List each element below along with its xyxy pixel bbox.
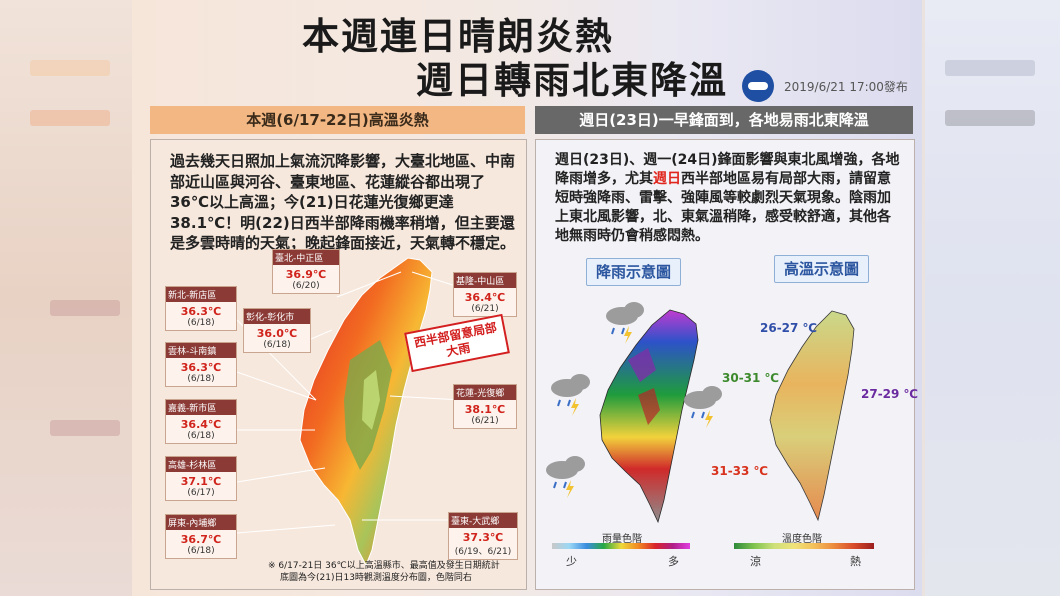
station-temp: 37.1℃ bbox=[180, 475, 222, 488]
right-body-pre: 週日(23日)、週一(24日)鋒面影響與東北風增強，各地降雨增多，尤其 bbox=[555, 152, 900, 187]
station-date: (6/19、6/21) bbox=[454, 547, 512, 557]
temp-legend-low: 涼 bbox=[750, 555, 761, 568]
station-date: (6/20) bbox=[292, 281, 320, 291]
station-card: 彰化-彰化市 36.0℃ (6/18) bbox=[243, 308, 311, 353]
station-card: 嘉義-新市區 36.4℃ (6/18) bbox=[165, 399, 237, 444]
station-card: 臺東-大武鄉 37.3℃ (6/19、6/21) bbox=[448, 512, 518, 560]
station-card: 屏東-內埔鄉 36.7℃ (6/18) bbox=[165, 514, 237, 559]
station-temp: 36.0℃ bbox=[256, 327, 298, 340]
station-name: 新北-新店區 bbox=[166, 287, 236, 302]
rain-legend-low: 少 bbox=[566, 555, 577, 568]
right-section-header: 週日(23日)一早鋒面到，各地易雨北東降溫 bbox=[535, 106, 913, 134]
right-panel bbox=[535, 139, 915, 590]
rain-legend-high: 多 bbox=[668, 555, 679, 568]
heat-map-taiwan bbox=[299, 257, 433, 567]
station-card: 雲林-斗南鎮 36.3℃ (6/18) bbox=[165, 342, 237, 387]
right-body-text: 週日(23日)、週一(24日)鋒面影響與東北風增強，各地降雨增多，尤其週日西半部… bbox=[555, 151, 900, 246]
poster-title-line2: 週日轉雨北東降溫 bbox=[416, 59, 728, 102]
station-temp: 36.9℃ bbox=[285, 268, 327, 281]
station-card: 基隆-中山區 36.4℃ (6/21) bbox=[453, 272, 517, 317]
footnote-line1: ※ 6/17-21日 36℃以上高溫縣市、最高值及發生日期統計 bbox=[268, 561, 500, 571]
station-temp: 36.3℃ bbox=[180, 361, 222, 374]
right-body-post: 西半部地區易有局部大雨，請留意短時強降雨、雷擊、強陣風等較劇烈天氣現象。陰雨加上… bbox=[555, 171, 891, 244]
station-temp: 36.4℃ bbox=[464, 291, 506, 304]
issue-date: 2019/6/21 17:00發布 bbox=[784, 80, 908, 94]
station-date: (6/21) bbox=[471, 304, 499, 314]
station-date: (6/17) bbox=[187, 488, 215, 498]
temp-label-west: 30-31 ℃ bbox=[722, 371, 780, 385]
temp-label-north: 26-27 ℃ bbox=[760, 321, 818, 335]
station-name: 臺北-中正區 bbox=[273, 250, 339, 265]
right-body-highlight: 週日 bbox=[653, 171, 681, 187]
station-temp: 38.1℃ bbox=[464, 403, 506, 416]
poster-title-line1: 本週連日晴朗炎熱 bbox=[302, 15, 614, 58]
station-card: 花蓮-光復鄉 38.1℃ (6/21) bbox=[453, 384, 517, 429]
station-card: 高雄-杉林區 37.1℃ (6/17) bbox=[165, 456, 237, 501]
station-date: (6/18) bbox=[187, 546, 215, 556]
station-name: 臺東-大武鄉 bbox=[449, 513, 517, 528]
station-date: (6/18) bbox=[187, 374, 215, 384]
station-temp: 36.3℃ bbox=[180, 305, 222, 318]
station-temp: 37.3℃ bbox=[462, 531, 504, 544]
temp-map-title: 高溫示意圖 bbox=[774, 255, 870, 283]
station-name: 高雄-杉林區 bbox=[166, 457, 236, 472]
rain-map-taiwan bbox=[599, 309, 699, 524]
temp-legend-bar bbox=[734, 543, 874, 549]
temp-legend-high: 熱 bbox=[850, 555, 861, 568]
temp-legend-title: 溫度色階 bbox=[782, 534, 822, 545]
background-blur-left bbox=[0, 0, 135, 596]
station-temp: 36.7℃ bbox=[180, 533, 222, 546]
station-card: 臺北-中正區 36.9℃ (6/20) bbox=[272, 249, 340, 294]
station-temp: 36.4℃ bbox=[180, 418, 222, 431]
temp-label-south: 31-33 ℃ bbox=[711, 464, 769, 478]
cwb-logo-icon bbox=[742, 70, 774, 102]
left-section-header: 本週(6/17-22日)高溫炎熱 bbox=[150, 106, 525, 134]
station-date: (6/21) bbox=[471, 416, 499, 426]
station-name: 彰化-彰化市 bbox=[244, 309, 310, 324]
station-name: 嘉義-新市區 bbox=[166, 400, 236, 415]
rain-legend-title: 雨量色階 bbox=[602, 534, 642, 545]
footnote-line2: 底圖為今(21)日13時觀測溫度分布圖，色階同右 bbox=[280, 573, 472, 583]
footnote: ※ 6/17-21日 36℃以上高溫縣市、最高值及發生日期統計底圖為今(21)日… bbox=[268, 560, 500, 584]
temp-map-taiwan bbox=[769, 310, 855, 522]
left-body-text: 過去幾天日照加上氣流沉降影響，大臺北地區、中南部近山區與河谷、臺東地區、花蓮縱谷… bbox=[170, 152, 516, 252]
station-name: 雲林-斗南鎮 bbox=[166, 343, 236, 358]
rain-legend-bar bbox=[552, 543, 690, 549]
background-blur-right bbox=[925, 0, 1060, 596]
temp-label-east: 27-29 ℃ bbox=[861, 387, 919, 401]
station-date: (6/18) bbox=[187, 431, 215, 441]
station-card: 新北-新店區 36.3℃ (6/18) bbox=[165, 286, 237, 331]
rain-map-title: 降雨示意圖 bbox=[586, 258, 682, 286]
station-date: (6/18) bbox=[187, 318, 215, 328]
station-name: 花蓮-光復鄉 bbox=[454, 385, 516, 400]
station-name: 基隆-中山區 bbox=[454, 273, 516, 288]
station-date: (6/18) bbox=[263, 340, 291, 350]
station-name: 屏東-內埔鄉 bbox=[166, 515, 236, 530]
